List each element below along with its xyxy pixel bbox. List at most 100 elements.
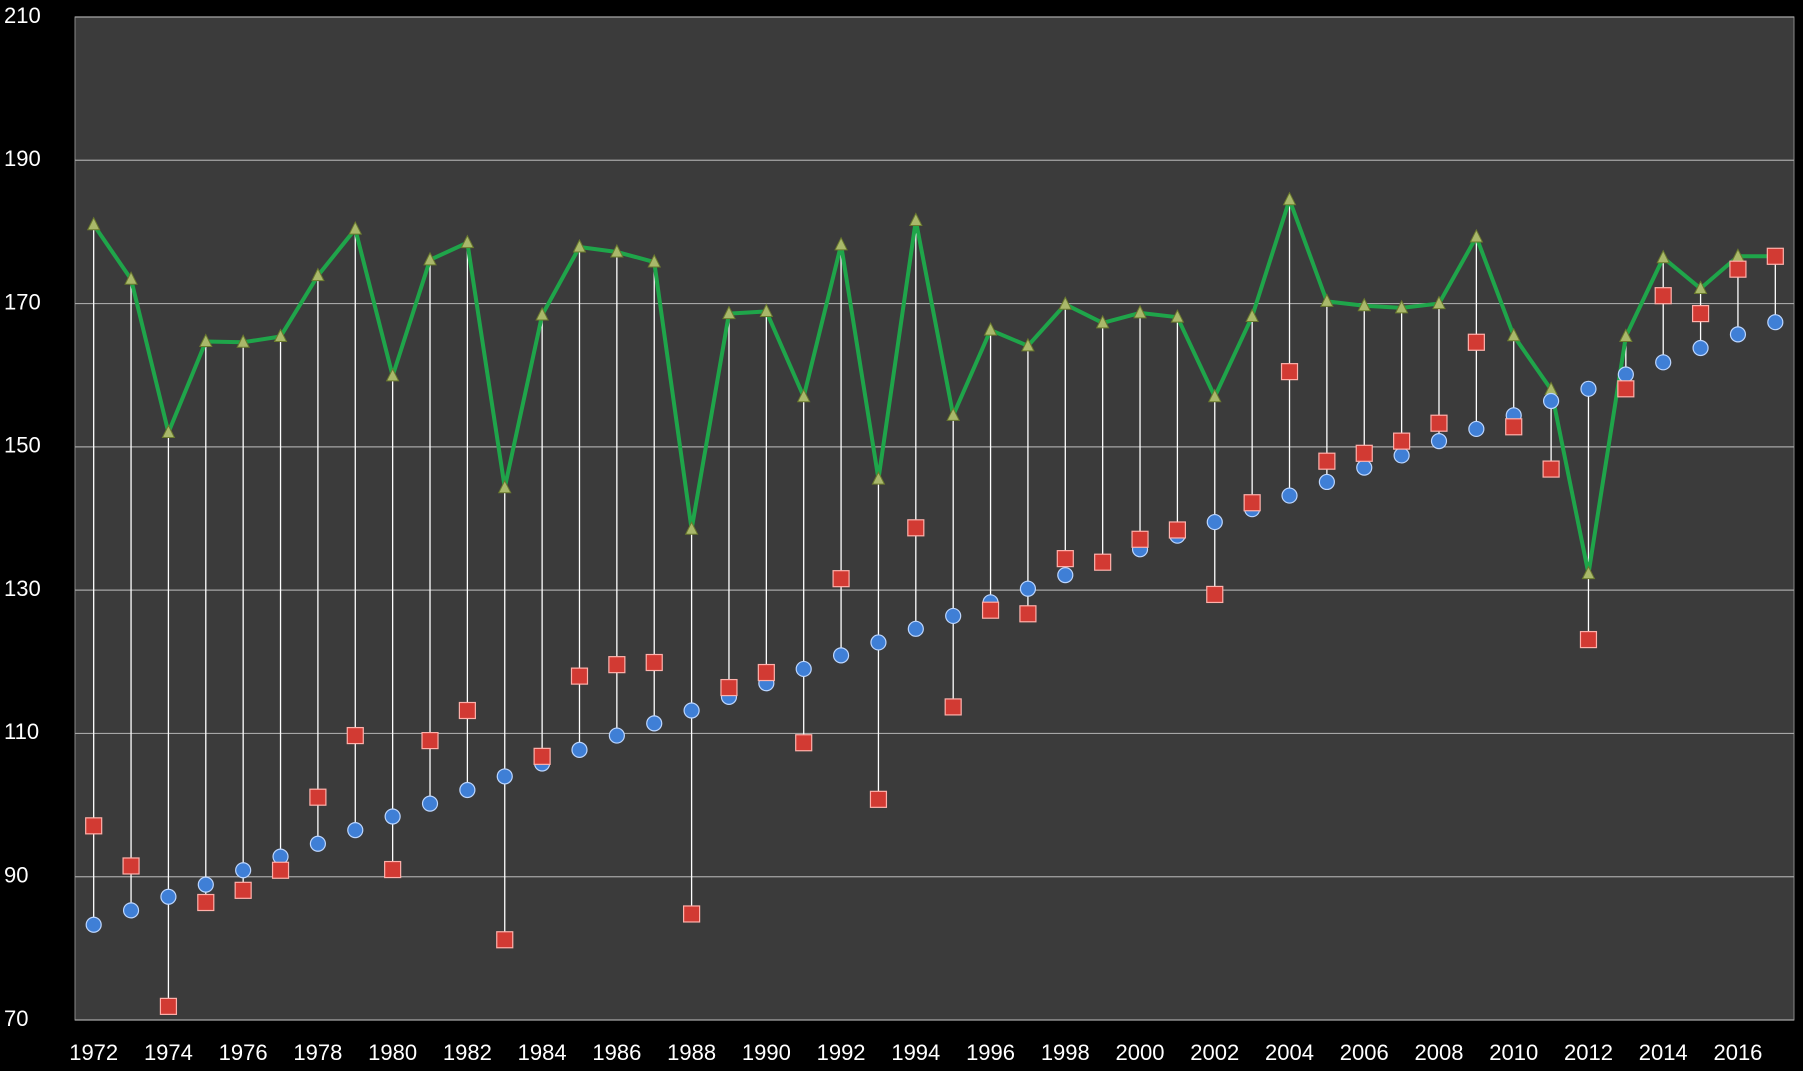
- point: [1094, 553, 1112, 571]
- point: [1056, 550, 1074, 568]
- point: [1581, 565, 1596, 580]
- point: [1542, 460, 1560, 478]
- point: [535, 306, 549, 321]
- point: [235, 862, 252, 879]
- x-tick-label: 1990: [742, 1040, 791, 1065]
- point: [1393, 447, 1410, 464]
- point: [1729, 260, 1747, 278]
- x-tick-label: 1972: [69, 1040, 118, 1065]
- point: [1019, 605, 1037, 623]
- point: [1617, 366, 1634, 383]
- point: [682, 905, 701, 923]
- x-tick-label: 1978: [293, 1040, 342, 1065]
- y-tick-label: 90: [4, 863, 28, 888]
- point: [981, 601, 1000, 619]
- point: [1469, 228, 1484, 243]
- point: [646, 715, 663, 732]
- point: [197, 876, 214, 893]
- point: [124, 271, 138, 285]
- point: [683, 702, 700, 719]
- point: [460, 234, 475, 249]
- point: [346, 726, 364, 745]
- point: [1654, 287, 1672, 305]
- point: [1506, 327, 1521, 342]
- point: [722, 305, 736, 320]
- point: [1579, 630, 1598, 649]
- point: [1691, 305, 1710, 323]
- point: [1282, 191, 1297, 206]
- x-tick-label: 2008: [1415, 1040, 1464, 1065]
- x-tick-label: 1994: [891, 1040, 940, 1065]
- point: [1693, 280, 1708, 295]
- point: [1133, 304, 1147, 319]
- point: [1168, 521, 1187, 539]
- y-tick-label: 150: [4, 433, 41, 458]
- point: [496, 768, 513, 785]
- point: [834, 236, 848, 251]
- plot-area: [74, 16, 1795, 1021]
- x-tick-label: 2006: [1340, 1040, 1389, 1065]
- point: [795, 660, 812, 678]
- point: [161, 424, 176, 439]
- point: [1281, 487, 1298, 504]
- point: [198, 333, 213, 348]
- point: [459, 781, 476, 799]
- point: [309, 835, 327, 852]
- point: [122, 857, 140, 875]
- y-tick-label: 70: [4, 1006, 28, 1031]
- series-line: [92, 197, 1776, 576]
- point: [645, 653, 663, 672]
- point: [1655, 354, 1672, 371]
- x-tick-label: 1980: [368, 1040, 417, 1065]
- x-tick-label: 2016: [1713, 1040, 1762, 1065]
- point: [1467, 333, 1485, 351]
- point: [309, 788, 327, 806]
- point: [1207, 388, 1222, 403]
- x-tick-label: 1982: [443, 1040, 492, 1065]
- point: [423, 251, 437, 266]
- point: [610, 243, 624, 258]
- point: [385, 367, 400, 382]
- point: [1767, 314, 1784, 331]
- point: [759, 303, 774, 317]
- point: [909, 212, 923, 226]
- point: [1019, 580, 1037, 597]
- point: [236, 334, 250, 348]
- x-tick-label: 2010: [1489, 1040, 1538, 1065]
- point: [86, 216, 101, 231]
- point: [1580, 380, 1597, 397]
- point: [234, 881, 252, 899]
- point: [570, 667, 589, 685]
- point: [1468, 420, 1485, 438]
- point: [1394, 299, 1409, 314]
- x-tick-label: 1984: [518, 1040, 567, 1065]
- point: [1021, 337, 1035, 352]
- point: [197, 893, 215, 912]
- x-tick-label: 2012: [1564, 1040, 1613, 1065]
- point: [458, 701, 476, 720]
- x-tick-label: 2000: [1116, 1040, 1165, 1065]
- point: [1131, 530, 1149, 548]
- point: [496, 931, 514, 949]
- point: [421, 795, 439, 812]
- y-tick-label: 170: [4, 289, 41, 314]
- point: [944, 698, 962, 716]
- x-tick-label: 1986: [592, 1040, 641, 1065]
- point: [533, 747, 551, 765]
- point: [1542, 392, 1560, 410]
- point: [870, 634, 887, 651]
- point: [1505, 418, 1523, 436]
- point: [1357, 297, 1372, 312]
- x-tick-label: 1988: [667, 1040, 716, 1065]
- point: [1729, 326, 1747, 343]
- point: [869, 790, 888, 808]
- point: [1058, 296, 1073, 310]
- point: [497, 479, 512, 494]
- x-tick-label: 1998: [1041, 1040, 1090, 1065]
- point: [1430, 414, 1448, 432]
- point: [85, 817, 103, 835]
- point: [348, 220, 363, 235]
- point: [608, 727, 625, 744]
- point: [1245, 308, 1259, 322]
- point: [1619, 328, 1633, 343]
